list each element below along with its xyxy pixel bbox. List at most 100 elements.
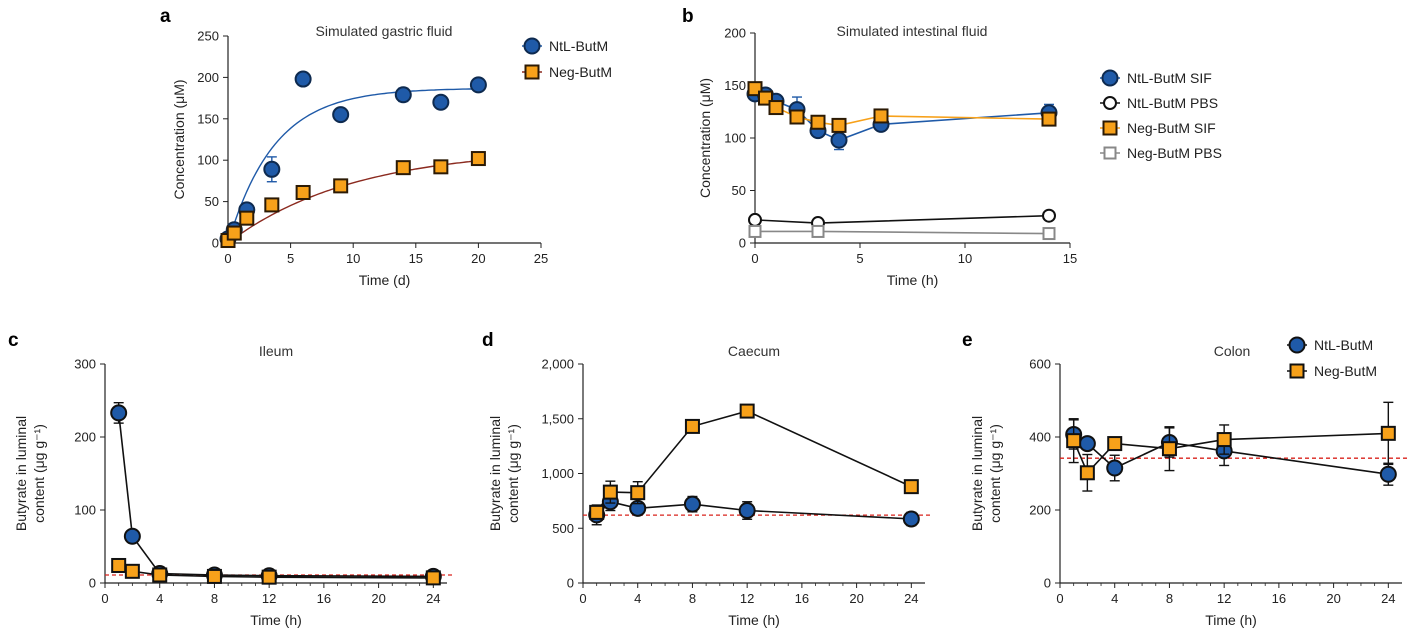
legend-marker [1103,96,1117,110]
series-0 [1065,419,1397,486]
data-point [332,106,350,124]
legend-label: NtL-ButM [1314,337,1373,353]
data-point [748,224,762,238]
x-tick-label: 16 [317,591,331,606]
x-tick-label: 12 [262,591,276,606]
data-point [433,159,449,175]
x-tick-label: 5 [287,251,294,266]
data-point [152,567,168,583]
x-tick-label: 20 [849,591,863,606]
data-point [831,117,847,133]
data-point [902,510,920,528]
chart-title: Colon [1214,343,1251,359]
series-fit-0 [227,88,479,244]
y-tick-label: 600 [1029,357,1051,372]
chart-title: Caecum [728,343,780,359]
legend-marker [1102,120,1118,136]
data-point [630,485,646,501]
legend-label: Neg-ButM [1314,363,1377,379]
x-tick-label: 10 [958,251,972,266]
data-point [683,495,701,513]
y-tick-label: 0 [567,576,574,591]
x-tick-label: 20 [1326,591,1340,606]
y-axis-label: Butyrate in luminal content (μg g⁻¹) [487,416,521,531]
series-1 [220,151,486,249]
x-tick-label: 15 [409,251,423,266]
x-tick-label: 24 [426,591,440,606]
data-point [124,563,140,579]
data-point [1042,227,1056,241]
y-tick-label: 2,000 [541,357,574,372]
data-point [739,403,755,419]
y-axis-label: Butyrate in luminal content (μg g⁻¹) [969,416,1003,531]
y-axis-label-line: Butyrate in luminal [969,416,985,531]
panel-e: e Colon 0 4 8 12 16 20 24 0 200 400 600 Time (h) Butyr… [962,330,1408,628]
data-point [425,570,441,586]
x-tick-label: 10 [346,251,360,266]
legend-marker [1101,69,1119,87]
data-point [1379,465,1397,483]
y-tick-label: 200 [1029,503,1051,518]
series-line-0 [117,412,434,578]
y-tick-label: 400 [1029,430,1051,445]
y-tick-label: 100 [197,153,219,168]
x-tick-label: 4 [156,591,163,606]
x-tick-label: 24 [904,591,918,606]
y-tick-label: 0 [89,576,96,591]
data-point [470,151,486,167]
series-1 [748,208,1056,231]
data-point [810,114,826,130]
legend-label: NtL-ButM SIF [1127,70,1212,86]
data-point [1106,459,1124,477]
x-tick-label: 12 [1217,591,1231,606]
series-line-1 [754,214,1050,224]
data-point [589,504,605,520]
data-point [830,131,848,149]
x-tick-label: 25 [534,251,548,266]
data-point [432,93,450,111]
y-tick-label: 150 [197,111,219,126]
x-axis-label: Time (h) [887,272,939,288]
x-tick-label: 24 [1381,591,1395,606]
data-point [684,418,700,434]
x-tick-label: 8 [211,591,218,606]
x-axis-label: Time (h) [1205,612,1257,628]
series-1 [1066,401,1396,492]
series-2 [747,81,1057,133]
series-1 [111,557,441,586]
data-point [1107,436,1123,452]
data-point [469,76,487,94]
panel-label: c [8,330,19,351]
panel-label: d [482,330,494,351]
data-point [738,502,756,520]
y-tick-label: 100 [724,131,746,146]
data-point [111,557,127,573]
x-axis-label: Time (d) [359,272,411,288]
data-point [264,197,280,213]
data-point [811,224,825,238]
data-point [239,210,255,226]
legend-marker [1103,146,1117,160]
data-point [333,178,349,194]
data-point [206,568,222,584]
y-tick-label: 50 [732,183,746,198]
data-point [123,527,141,545]
legend-marker [1288,336,1306,354]
data-point [903,479,919,495]
x-axis-label: Time (h) [728,612,780,628]
legend-label: NtL-ButM PBS [1127,95,1218,111]
y-axis-label: Butyrate in luminal content (μg g⁻¹) [13,416,47,531]
legend-label: Neg-ButM PBS [1127,145,1222,161]
series-0 [219,70,487,248]
x-tick-label: 20 [371,591,385,606]
chart-title: Simulated intestinal fluid [837,23,988,39]
data-point [1079,465,1095,481]
y-tick-label: 500 [552,521,574,536]
legend-label: Neg-ButM [549,64,612,80]
x-tick-label: 12 [740,591,754,606]
data-point [748,212,762,227]
data-point [1066,433,1082,449]
y-axis-label: Concentration (μM) [171,79,187,199]
